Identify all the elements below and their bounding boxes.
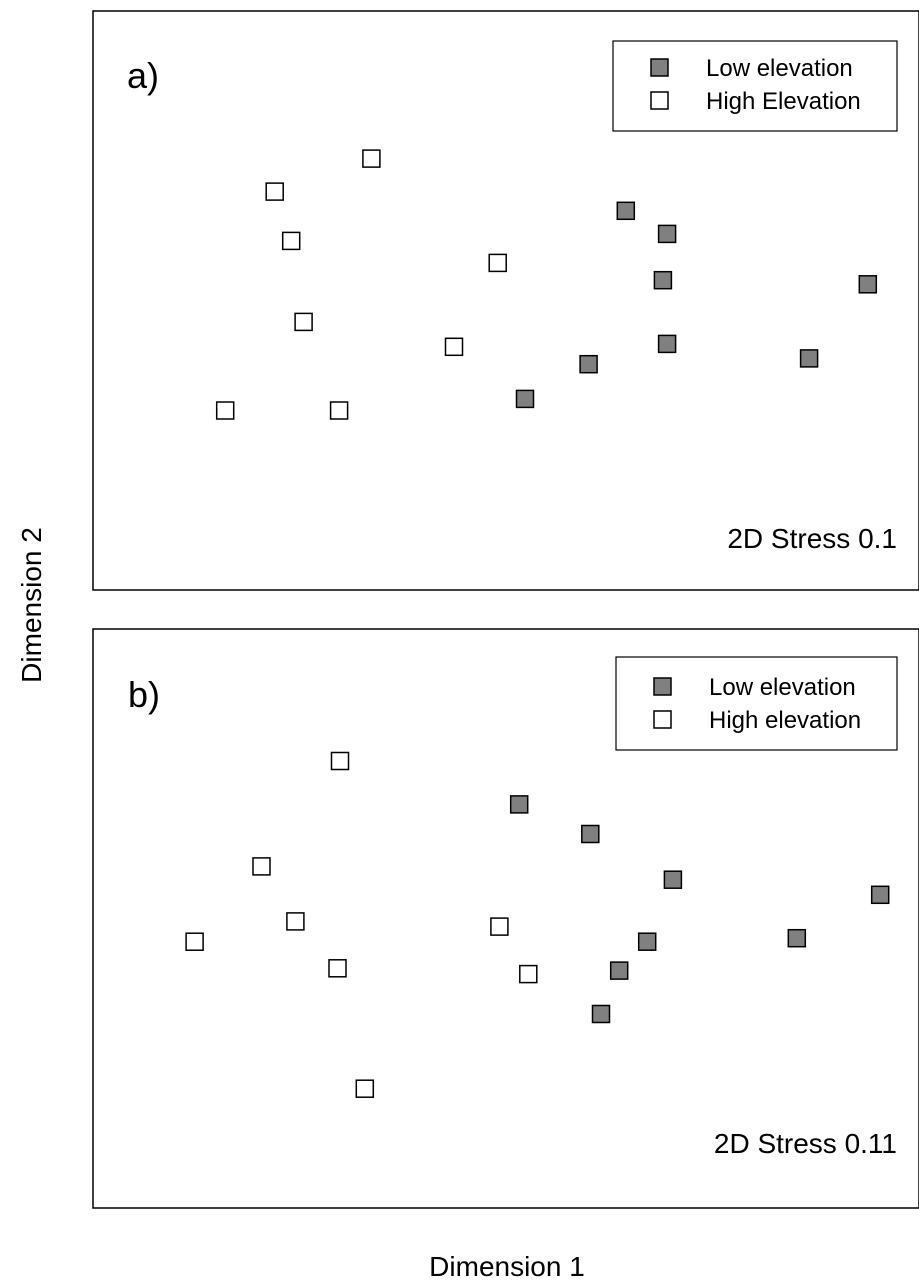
panel-b-point-high-6	[490, 917, 509, 936]
panel-a-point-low-7	[799, 349, 819, 368]
panel-b-point-high-3	[286, 912, 305, 931]
panel-b-point-high-2	[252, 857, 271, 876]
panel-a-legend-high-label: High Elevation	[706, 88, 861, 115]
panel-a-point-low-1	[616, 201, 636, 221]
panel-b-point-low-5	[609, 961, 629, 980]
panel-b-point-high-1	[330, 751, 350, 771]
panel-a-points	[215, 149, 878, 420]
panel-b-point-low-3	[663, 870, 683, 889]
panel-b-point-low-8	[870, 885, 890, 905]
panel-b-stress-annotation: 2D Stress 0.11	[714, 1128, 897, 1159]
panel-b-point-low-2	[581, 824, 600, 844]
panel-b-label: b)	[128, 674, 160, 715]
panel-a-point-high-1	[362, 149, 381, 168]
x-axis-label: Dimension 1	[429, 1251, 585, 1280]
panel-b-point-high-8	[355, 1079, 375, 1098]
panel-b-points	[185, 751, 890, 1098]
panel-a-point-high-2	[265, 182, 284, 201]
panel-b-legend-high-swatch	[653, 710, 672, 729]
y-axis-label: Dimension 2	[16, 527, 47, 683]
panel-a-point-low-2	[657, 224, 677, 244]
panel-a-legend-box	[612, 40, 898, 132]
panel-a-legend-high-swatch	[650, 91, 669, 110]
panel-a-legend: Low elevation High Elevation	[612, 40, 898, 132]
panel-b-point-low-1	[509, 795, 529, 814]
panel-a-point-low-8	[858, 275, 878, 294]
panel-a-point-high-8	[444, 337, 464, 357]
panel-a-point-high-7	[488, 253, 507, 273]
panel-b: b) Low elevation High elevation 2D Stres…	[92, 628, 919, 1209]
panel-b-point-high-4	[185, 932, 204, 951]
panel-a-point-high-6	[329, 401, 349, 420]
panel-a-point-high-4	[294, 312, 313, 332]
panel-a-point-low-5	[515, 389, 535, 409]
panel-a-point-low-4	[657, 334, 677, 354]
panel-b-legend-box	[615, 656, 898, 751]
panel-a-point-high-5	[215, 401, 235, 420]
panel-a-legend-low-swatch	[650, 58, 669, 77]
panel-a-point-low-6	[579, 354, 598, 374]
panel-b-legend: Low elevation High elevation	[615, 656, 898, 751]
panel-a: a) Low elevation High Elevation 2D Stres…	[92, 10, 919, 591]
panel-a-point-low-3	[653, 270, 673, 290]
panel-b-point-low-6	[591, 1004, 611, 1024]
panel-b-point-high-5	[328, 959, 347, 978]
panel-b-point-high-7	[519, 964, 538, 984]
panel-b-legend-low-swatch	[653, 677, 672, 696]
panel-a-stress-annotation: 2D Stress 0.1	[727, 523, 897, 554]
panel-b-legend-high-label: High elevation	[709, 707, 861, 734]
panel-a-point-high-3	[281, 231, 301, 251]
panel-a-legend-low-label: Low elevation	[706, 55, 853, 82]
panel-b-point-low-7	[787, 928, 807, 948]
panel-b-legend-low-label: Low elevation	[709, 674, 856, 701]
panel-b-point-low-4	[637, 932, 657, 951]
panel-a-label: a)	[127, 55, 159, 96]
